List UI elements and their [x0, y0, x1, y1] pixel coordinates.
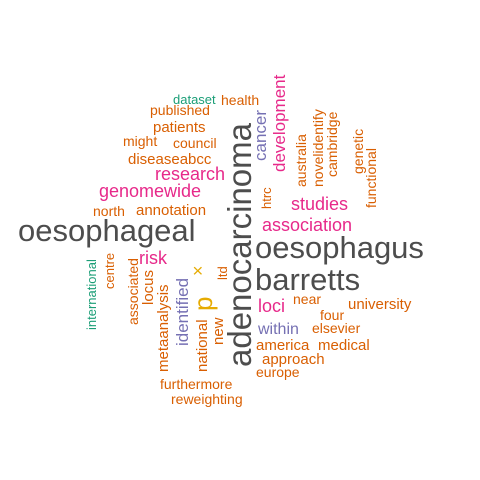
word-development: development: [270, 74, 289, 172]
word-might: might: [123, 133, 157, 149]
word-functional: functional: [363, 148, 379, 208]
word-risk: risk: [139, 248, 168, 268]
word-australia: australia: [293, 134, 309, 187]
word-genomewide: genomewide: [99, 181, 201, 201]
word-association: association: [262, 215, 352, 235]
word-elsevier: elsevier: [312, 320, 361, 336]
word-furthermore: furthermore: [160, 376, 233, 392]
word-loci: loci: [258, 296, 285, 316]
word-cancer: cancer: [251, 110, 270, 161]
word-times-symbol: ×: [188, 265, 208, 276]
word-oesophageal: oesophageal: [18, 213, 196, 248]
word-associated: associated: [125, 258, 141, 325]
word-research: research: [155, 164, 225, 184]
word-council: council: [173, 135, 217, 151]
word-novelidentify: novelidentify: [310, 109, 326, 187]
word-centre: centre: [102, 253, 117, 289]
word-university: university: [348, 296, 412, 313]
word-genetic: genetic: [350, 129, 366, 174]
word-annotation: annotation: [136, 202, 206, 219]
word-health: health: [221, 92, 259, 108]
word-within: within: [257, 321, 299, 338]
word-patients: patients: [153, 119, 206, 136]
word-oesophagus: oesophagus: [255, 230, 424, 265]
word-published: published: [150, 102, 210, 118]
word-america: america: [256, 337, 310, 354]
word-barretts: barretts: [255, 262, 360, 297]
word-reweighting: reweighting: [171, 391, 243, 407]
word-htrc: htrc: [259, 187, 274, 209]
word-ltd: ltd: [215, 266, 230, 280]
word-europe: europe: [256, 364, 300, 380]
word-approach: approach: [262, 351, 325, 368]
word-p: p: [188, 297, 218, 311]
word-adenocarcinoma: adenocarcinoma: [221, 122, 258, 367]
word-international: international: [84, 259, 99, 330]
word-metaanalysis: metaanalysis: [155, 284, 172, 372]
word-four: four: [320, 307, 344, 323]
word-locus: locus: [140, 270, 157, 305]
word-north: north: [93, 203, 125, 219]
word-medical: medical: [318, 337, 370, 354]
word-new: new: [210, 317, 227, 345]
word-dataset: dataset: [173, 92, 216, 107]
word-national: national: [194, 319, 211, 372]
word-near: near: [293, 291, 321, 307]
word-studies: studies: [291, 194, 348, 214]
word-cambridge: cambridge: [324, 111, 340, 177]
word-identified: identified: [173, 278, 192, 346]
word-diseaseabcc: diseaseabcc: [128, 151, 212, 168]
